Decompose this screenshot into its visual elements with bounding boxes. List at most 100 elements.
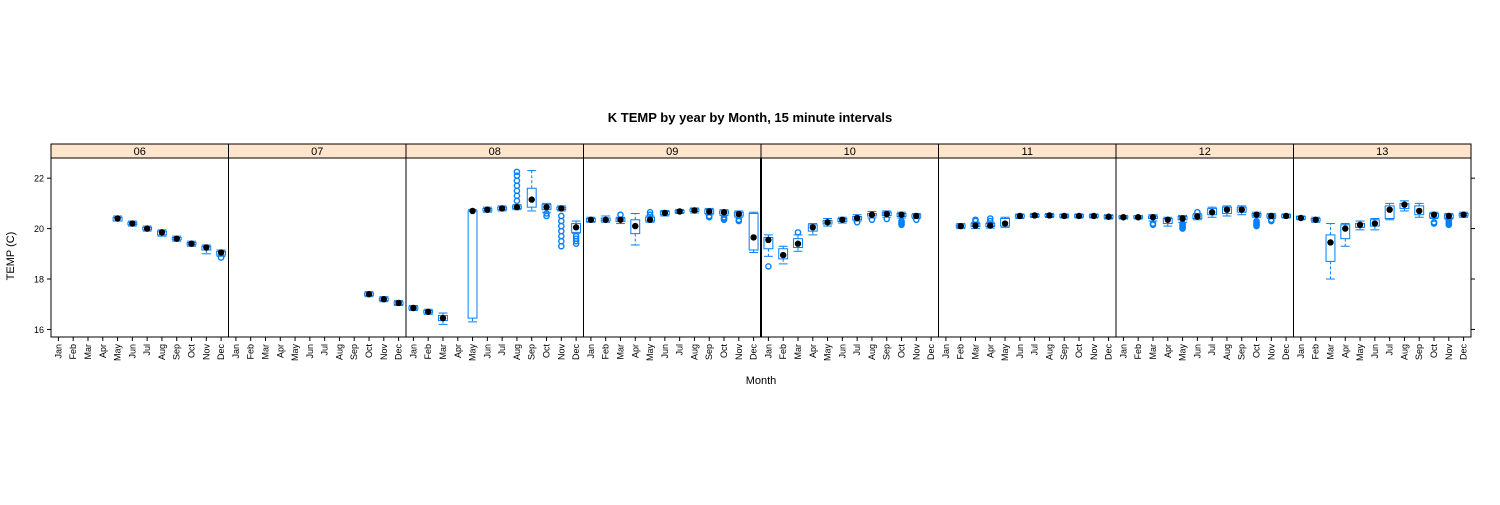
- box-08-May: [467, 207, 478, 323]
- outlier-point: [986, 215, 994, 222]
- median-point: [1253, 211, 1260, 218]
- median-point: [498, 205, 506, 212]
- x-tick-label: Nov: [1089, 344, 1099, 361]
- median-point: [632, 222, 639, 230]
- median-point: [839, 216, 846, 223]
- box-10-May: [822, 218, 833, 227]
- median-point: [957, 222, 964, 230]
- x-tick-label: May: [1178, 344, 1188, 362]
- x-tick-label: Jul: [675, 344, 685, 356]
- x-tick-label: May: [1000, 344, 1010, 362]
- median-point: [661, 209, 669, 217]
- box-13-Dec: [1458, 211, 1469, 218]
- outlier-point: [1253, 217, 1260, 225]
- box-08-Aug: [512, 168, 522, 211]
- outlier-point: [543, 212, 550, 220]
- x-tick-label: Mar: [438, 344, 448, 360]
- box-08-Jul: [497, 205, 508, 212]
- median-point: [1416, 207, 1423, 215]
- box-11-Sep: [1059, 212, 1070, 220]
- outlier-point: [794, 229, 802, 236]
- median-point: [794, 240, 802, 247]
- box-06-Sep: [171, 235, 182, 242]
- x-tick-label: Nov: [1444, 344, 1454, 361]
- median-point: [1460, 211, 1467, 218]
- box-09-May: [645, 208, 655, 223]
- x-tick-label: Feb: [246, 344, 256, 360]
- box-11-Apr: [985, 215, 996, 229]
- box-11-Jun: [1014, 212, 1025, 220]
- median-point: [365, 290, 373, 298]
- x-tick-label: Mar: [615, 344, 625, 360]
- box-08-Feb: [423, 308, 434, 315]
- x-tick-label: Jun: [305, 344, 315, 359]
- x-tick-label: Apr: [453, 344, 463, 358]
- strip-label-06: 06: [134, 146, 146, 158]
- box-12-Jun: [1192, 208, 1203, 221]
- x-tick-label: Sep: [1059, 344, 1069, 360]
- median-point: [691, 207, 698, 214]
- box-09-Nov: [733, 210, 744, 225]
- median-point: [587, 216, 595, 223]
- box-10-Jul: [852, 214, 863, 226]
- median-point: [203, 244, 210, 251]
- x-tick-label: Dec: [571, 344, 581, 361]
- box-12-Apr: [1162, 216, 1173, 227]
- box-09-Aug: [689, 207, 700, 214]
- x-tick-label: Aug: [512, 344, 522, 360]
- median-point: [1134, 214, 1142, 221]
- box-09-Oct: [719, 209, 729, 224]
- outlier-point: [513, 168, 521, 176]
- y-tick-label: 18: [34, 275, 44, 285]
- median-point: [750, 234, 757, 241]
- outlier-point: [898, 217, 905, 225]
- x-tick-label: Apr: [275, 344, 285, 358]
- median-point: [129, 220, 136, 227]
- median-point: [1223, 206, 1231, 213]
- plot-layer: 06 Jan Feb Mar Apr May Jun Jul Aug Sep Oct Nov Dec 07…: [34, 143, 1475, 362]
- strip-label-10: 10: [844, 146, 856, 158]
- x-tick-label: Dec: [1104, 344, 1114, 361]
- y-tick-label: 22: [34, 174, 44, 184]
- median-point: [765, 236, 772, 244]
- x-tick-label: Aug: [689, 344, 699, 360]
- box-07-Nov: [378, 295, 389, 303]
- box-06-Nov: [201, 244, 212, 255]
- median-point: [484, 206, 491, 213]
- outlier-point: [1430, 218, 1438, 226]
- median-point: [853, 214, 861, 222]
- box-08-Nov: [556, 205, 567, 250]
- x-tick-label: Nov: [1266, 344, 1276, 361]
- x-tick-label: Mar: [1325, 344, 1335, 360]
- box-13-Jul: [1384, 202, 1395, 221]
- median-point: [720, 209, 728, 216]
- box-08-Jun: [482, 206, 493, 213]
- x-tick-label: Feb: [1133, 344, 1143, 360]
- box-10-Mar: [793, 229, 803, 252]
- x-tick-label: Apr: [1163, 344, 1173, 358]
- box-12-Dec: [1281, 212, 1292, 220]
- x-tick-label: Aug: [334, 344, 344, 360]
- median-point: [735, 210, 743, 218]
- box-body: [748, 212, 759, 251]
- panel-frame-11: [938, 157, 1117, 338]
- x-tick-label: Jan: [941, 344, 951, 359]
- box-13-Apr: [1340, 223, 1351, 247]
- box-body: [571, 223, 582, 233]
- median-point: [824, 219, 831, 226]
- box-11-Dec: [1103, 213, 1114, 220]
- x-tick-label: Nov: [734, 344, 744, 361]
- box-13-Nov: [1443, 212, 1454, 229]
- median-point: [617, 216, 624, 223]
- panel-13: 13 Jan Feb Mar Apr May Jun Jul Aug Sep Oct Nov Dec: [1293, 143, 1472, 361]
- box-09-Sep: [704, 207, 715, 221]
- x-tick-label: Sep: [172, 344, 182, 360]
- median-point: [676, 208, 683, 215]
- median-point: [143, 225, 151, 232]
- x-tick-label: Apr: [985, 344, 995, 358]
- panel-07: 07 Jan Feb Mar Apr May Jun Jul Aug Sep Oct Nov Dec: [228, 143, 407, 361]
- x-tick-label: Dec: [926, 344, 936, 361]
- box-06-Oct: [186, 240, 197, 247]
- x-tick-label: Oct: [897, 344, 907, 359]
- median-point: [114, 215, 121, 222]
